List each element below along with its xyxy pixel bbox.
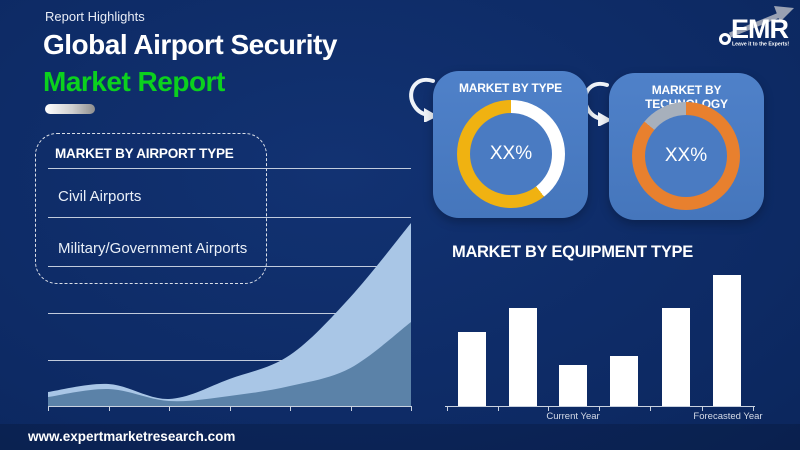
logo-ring-icon [719, 33, 731, 45]
bar-3 [559, 365, 587, 406]
airport-type-item-civil: Civil Airports [58, 188, 142, 205]
axis-tick [48, 406, 49, 411]
bar-x-label-forecasted-year: Forecasted Year [693, 411, 763, 422]
bar-1 [458, 332, 486, 406]
donut-center-label: XX% [664, 145, 708, 166]
bar-5 [662, 308, 690, 406]
donut-hole: XX% [470, 113, 552, 195]
market-by-type-donut-chart: XX% [457, 100, 565, 208]
bar-4 [610, 356, 638, 406]
axis-tick [497, 406, 499, 411]
axis-tick [108, 406, 110, 411]
axis-tick [598, 406, 600, 411]
market-by-equipment-bar-chart [445, 260, 755, 406]
page-title-line2: Market Report [43, 66, 225, 97]
axis-tick [447, 406, 448, 411]
market-by-type-panel: MARKET BY TYPE XX% [433, 71, 588, 218]
axis-tick [548, 406, 549, 411]
report-eyebrow: Report Highlights [45, 9, 145, 24]
gridline-2 [48, 217, 411, 218]
gridline-4 [48, 313, 411, 314]
bar-2 [509, 308, 537, 406]
axis-tick [702, 406, 703, 411]
axis-tick [229, 406, 231, 411]
axis-tick [650, 406, 651, 411]
axis-tick [411, 406, 412, 411]
gridline-5 [48, 360, 411, 361]
website-link[interactable]: www.expertmarketresearch.com [28, 429, 236, 444]
airport-type-box [35, 133, 267, 284]
gridline-3 [48, 266, 411, 267]
logo-tagline: Leave it to the Experts! [732, 42, 789, 48]
emr-logo: EMR Leave it to the Experts! [719, 6, 794, 48]
donut-hole: XX% [645, 115, 727, 197]
bar-chart-x-axis [445, 406, 755, 407]
area-series-upper [48, 223, 411, 406]
donut-center-label: XX% [489, 143, 533, 164]
page-title-line1: Global Airport Security [43, 29, 337, 60]
axis-tick [753, 406, 754, 411]
market-by-technology-panel: MARKET BY TECHNOLOGY XX% [609, 73, 764, 220]
airport-type-heading: MARKET BY AIRPORT TYPE [55, 146, 234, 161]
equipment-type-heading: MARKET BY EQUIPMENT TYPE [452, 243, 693, 261]
logo-text: EMR [731, 14, 789, 44]
market-by-type-title: MARKET BY TYPE [459, 81, 562, 95]
airport-type-item-military: Military/Government Airports [58, 240, 248, 257]
market-growth-area-chart [48, 223, 411, 406]
footer-band [0, 424, 800, 450]
gridline-1 [48, 168, 411, 169]
bar-x-label-current-year: Current Year [546, 411, 600, 422]
market-by-technology-donut-chart: XX% [632, 102, 740, 210]
logo-arrow-icon [729, 6, 794, 38]
bar-6 [713, 275, 741, 406]
axis-tick [169, 406, 170, 411]
curved-arrow-icon [409, 77, 438, 122]
title-underline-pill [45, 104, 95, 114]
axis-tick [290, 406, 291, 411]
area-series-lower [48, 322, 411, 406]
axis-tick [350, 406, 352, 411]
